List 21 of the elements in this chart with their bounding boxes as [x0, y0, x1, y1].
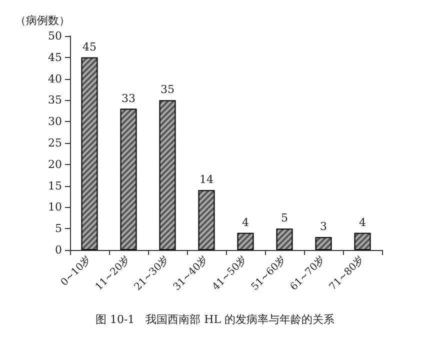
y-tick-label: 45 [48, 50, 62, 64]
y-tick-label: 5 [55, 222, 62, 236]
data-label: 35 [160, 83, 174, 96]
y-tick-label: 10 [48, 200, 62, 214]
data-label: 3 [320, 220, 327, 234]
y-tick-label: 20 [48, 158, 62, 171]
data-label: 14 [200, 173, 214, 186]
y-tick-label: 35 [48, 94, 62, 107]
y-tick-label: 0 [55, 244, 62, 256]
data-label: 4 [359, 216, 366, 229]
y-tick-label: 25 [48, 136, 62, 150]
y-tick-label: 30 [48, 115, 62, 128]
data-label: 45 [82, 40, 96, 54]
data-label: 33 [122, 92, 136, 105]
data-label: 5 [281, 212, 288, 225]
data-label: 4 [242, 216, 249, 229]
y-tick-label: 15 [48, 179, 62, 192]
y-tick-label: 50 [48, 30, 62, 42]
y-tick-label: 40 [48, 72, 62, 86]
text: 图 10-1 我国西南部 HL 的发病率与年龄的关系 [95, 313, 335, 326]
y-axis-title: （病例数） [15, 14, 70, 27]
